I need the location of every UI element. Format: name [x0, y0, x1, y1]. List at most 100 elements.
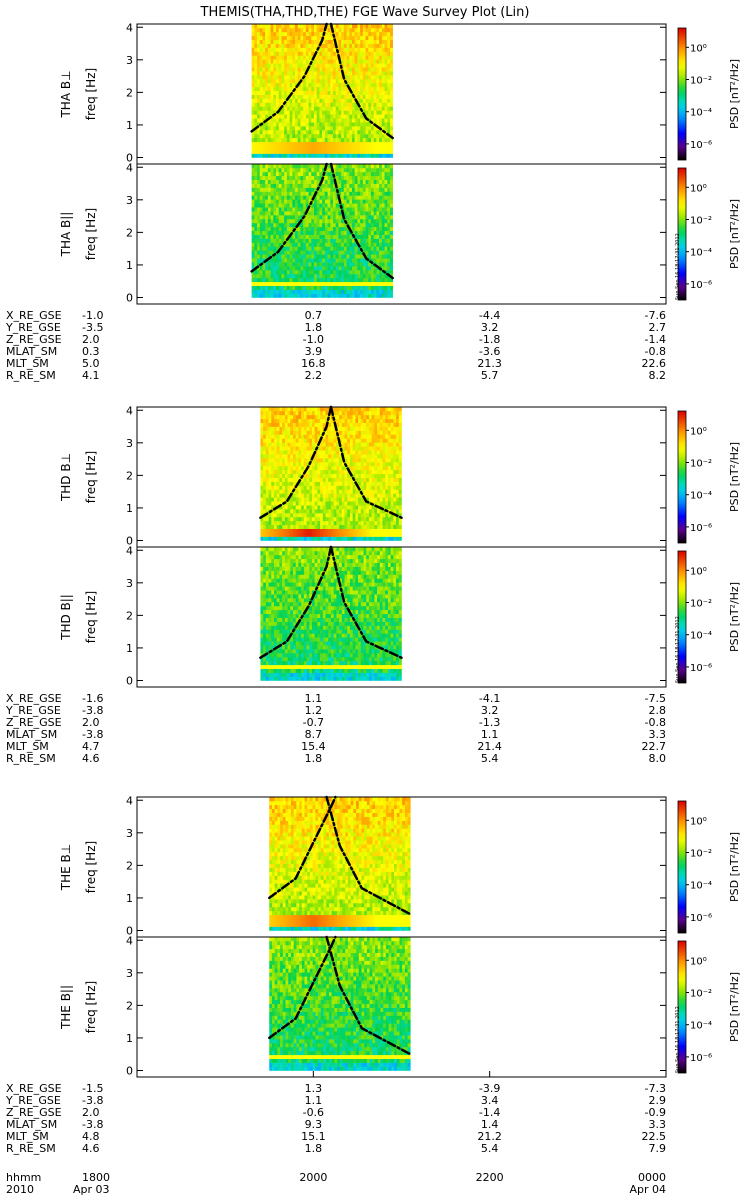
spectrogram-cell	[303, 442, 307, 447]
spectrogram-cell	[387, 293, 391, 298]
spectrogram-cell	[352, 489, 356, 494]
spectrogram-cell	[297, 71, 301, 76]
spectrogram-cell	[327, 215, 331, 220]
spectrogram-cell	[362, 149, 366, 154]
spectrogram-cell	[289, 106, 293, 111]
spectrogram-cell	[330, 222, 334, 228]
spectrogram-cell	[339, 536, 343, 541]
spectrogram-cell	[289, 82, 293, 88]
spectrogram-cell	[286, 59, 290, 64]
spectrogram-cell	[354, 67, 358, 72]
spectrogram-cell	[341, 167, 345, 173]
ephemeris-label: Z_RE_GSE	[6, 333, 62, 346]
spectrogram-cell	[259, 24, 263, 29]
spectrogram-cell	[289, 246, 293, 251]
spectrogram-cell	[370, 215, 374, 220]
spectrogram-cell	[265, 71, 269, 76]
spectrogram-cell	[373, 94, 377, 99]
spectrogram-cell	[360, 293, 364, 298]
spectrogram-cell	[305, 106, 309, 111]
spectrogram-cell	[381, 71, 385, 76]
spectrogram-cell	[265, 461, 269, 467]
spectrogram-cell	[279, 410, 283, 416]
spectrogram-cell	[257, 195, 261, 200]
spectrogram-cell	[379, 122, 383, 127]
spectrogram-cell	[347, 497, 351, 502]
spectrogram-cell	[351, 289, 355, 294]
spectrogram-cell	[341, 258, 345, 263]
spectrogram-cell	[349, 141, 353, 147]
spectrogram-cell	[265, 122, 269, 127]
spectrogram-cell	[259, 98, 263, 103]
spectrogram-cell	[360, 71, 364, 76]
spectrogram-cell	[295, 422, 299, 427]
spectrogram-cell	[376, 55, 380, 60]
spectrogram-cell	[267, 47, 271, 52]
spectrogram-cell	[381, 141, 385, 147]
spectrogram-cell	[273, 149, 277, 154]
spectrogram-cell	[276, 461, 280, 467]
spectrogram-cell	[251, 133, 255, 139]
spectrogram-cell	[335, 254, 339, 259]
spectrogram-cell	[289, 167, 293, 173]
spectrogram-cell	[251, 130, 255, 135]
spectrogram-cell	[387, 203, 391, 208]
spectrogram-cell	[357, 110, 361, 115]
spectrogram-cell	[292, 222, 296, 228]
spectrogram-cell	[319, 35, 323, 41]
spectrogram-cell	[368, 187, 372, 192]
spectrogram-cell	[314, 43, 318, 48]
spectrogram-cell	[284, 426, 288, 431]
spectrogram-cell	[319, 67, 323, 72]
spectrogram-cell	[308, 234, 312, 239]
spectrogram-cell	[389, 242, 393, 247]
spectrogram-cell	[327, 59, 331, 64]
spectrogram-cell	[286, 258, 290, 263]
spectrogram-cell	[295, 175, 299, 181]
spectrogram-cell	[343, 203, 347, 208]
spectrogram-cell	[295, 133, 299, 139]
spectrogram-cell	[327, 94, 331, 99]
spectrogram-cell	[278, 289, 282, 294]
spectrogram-cell	[270, 195, 274, 200]
spectrogram-cell	[366, 536, 370, 541]
spectrogram-cell	[365, 98, 369, 103]
spectrogram-cell	[387, 230, 391, 235]
spectrogram-cell	[362, 145, 366, 150]
spectrogram-cell	[344, 505, 348, 510]
spectrogram-cell	[265, 130, 269, 135]
spectrogram-cell	[257, 222, 261, 228]
spectrogram-cell	[316, 24, 320, 29]
spectrogram-cell	[341, 47, 345, 52]
spectrogram-cell	[303, 524, 307, 530]
spectrogram-cell	[360, 43, 364, 48]
spectrogram-cell	[254, 43, 258, 48]
spectrogram-cell	[289, 43, 293, 48]
spectrogram-cell	[327, 203, 331, 208]
spectrogram-cell	[330, 234, 334, 239]
spectrogram-cell	[289, 141, 293, 147]
spectrogram-cell	[381, 90, 385, 95]
spectrogram-cell	[336, 489, 340, 494]
spectrogram-cell	[301, 414, 305, 420]
spectrogram-cell	[290, 532, 294, 537]
spectrogram-cell	[308, 63, 312, 68]
spectrogram-cell	[360, 524, 364, 530]
spectrogram-cell	[368, 102, 372, 107]
spectrogram-cell	[257, 145, 261, 150]
spectrogram-cell	[320, 485, 324, 490]
spectrogram-cell	[341, 27, 345, 33]
spectrogram-cell	[270, 238, 274, 243]
spectrogram-cell	[257, 31, 261, 37]
spectrogram-cell	[333, 414, 337, 420]
spectrogram-cell	[300, 35, 304, 41]
spectrogram-cell	[389, 211, 393, 216]
spectrogram-cell	[368, 133, 372, 139]
spectrogram-cell	[344, 524, 348, 530]
spectrogram-cell	[317, 501, 321, 506]
spectrogram-cell	[286, 51, 290, 56]
spectrogram-cell	[333, 175, 337, 181]
spectrogram-cell	[297, 250, 301, 255]
spectrogram-cell	[265, 293, 269, 298]
spectrogram-cell	[319, 122, 323, 127]
